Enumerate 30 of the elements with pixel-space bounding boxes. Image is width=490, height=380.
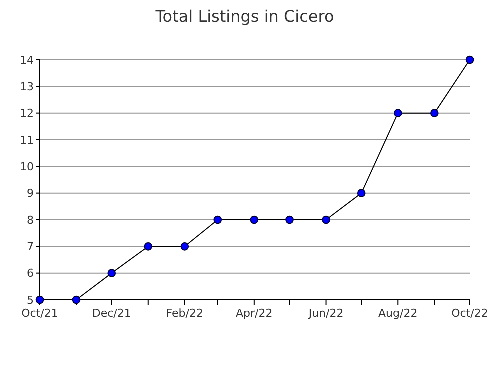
x-tick-label: Oct/21	[22, 307, 58, 320]
point	[322, 216, 330, 224]
point	[180, 242, 190, 251]
y-tick-label: 7	[27, 240, 34, 254]
point	[357, 189, 366, 198]
point	[72, 296, 81, 304]
y-tick-label: 6	[27, 267, 34, 280]
y-tick-label: 14	[20, 54, 34, 67]
y-tick-label: 10	[20, 160, 34, 174]
y-tick-label: 8	[27, 214, 34, 227]
y-tick-label: 5	[27, 294, 34, 307]
x-tick-label: Jun/22	[308, 307, 344, 320]
point	[250, 216, 259, 224]
y-tick-label: 13	[20, 80, 34, 94]
point	[430, 109, 439, 118]
point	[214, 216, 222, 224]
x-tick-label: Aug/22	[378, 307, 418, 320]
y-tick-label: 9	[27, 187, 34, 200]
point	[144, 242, 153, 251]
chart-title: Total Listings in Cicero	[154, 7, 334, 26]
x-tick-label: Apr/22	[236, 307, 273, 320]
point	[466, 56, 474, 64]
point	[108, 269, 116, 278]
x-tick-label: Feb/22	[166, 307, 204, 320]
x-tick-label: Dec/21	[92, 307, 132, 320]
y-tick-label: 12	[20, 107, 34, 120]
x-tick-label: Oct/22	[452, 307, 488, 320]
y-tick-label: 11	[20, 134, 34, 147]
point	[286, 216, 294, 224]
point	[394, 109, 402, 118]
